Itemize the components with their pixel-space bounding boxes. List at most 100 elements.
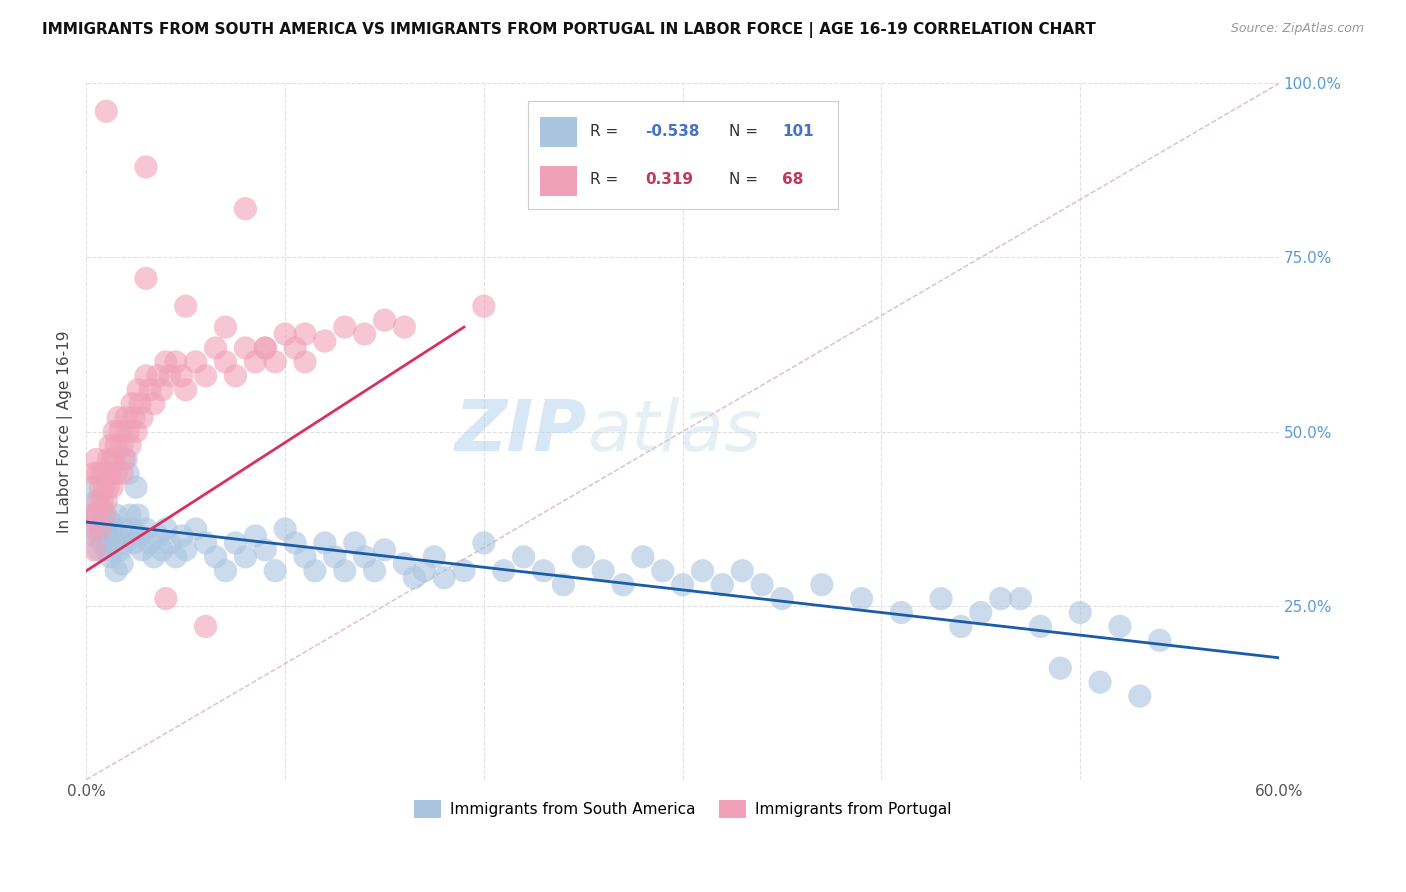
Point <box>274 522 297 536</box>
Point <box>91 501 114 516</box>
Point <box>512 549 534 564</box>
Point <box>343 536 366 550</box>
Point <box>204 549 226 564</box>
Point <box>103 425 125 439</box>
Point <box>949 619 972 633</box>
Point <box>105 467 128 481</box>
Point <box>194 536 217 550</box>
Point <box>107 410 129 425</box>
Point <box>533 564 555 578</box>
Point <box>91 536 114 550</box>
Point <box>235 202 257 216</box>
Point <box>170 368 193 383</box>
Y-axis label: In Labor Force | Age 16-19: In Labor Force | Age 16-19 <box>58 330 73 533</box>
Point <box>103 536 125 550</box>
Point <box>224 368 246 383</box>
Point <box>131 542 153 557</box>
Point <box>120 438 142 452</box>
Point <box>294 355 316 369</box>
Point <box>96 467 118 481</box>
Point <box>204 341 226 355</box>
Point <box>612 577 634 591</box>
Point <box>125 425 148 439</box>
Point <box>353 549 375 564</box>
Point <box>254 341 277 355</box>
Point <box>150 383 173 397</box>
Point <box>1129 689 1152 703</box>
Point <box>111 467 134 481</box>
Point <box>404 571 426 585</box>
Point <box>117 425 139 439</box>
Point <box>146 529 169 543</box>
Point <box>111 557 134 571</box>
Point <box>245 529 267 543</box>
Point <box>121 522 143 536</box>
Point <box>472 299 495 313</box>
Point <box>93 480 115 494</box>
Point <box>135 368 157 383</box>
Point <box>184 355 207 369</box>
Point <box>83 467 105 481</box>
Point <box>96 508 118 522</box>
Point <box>810 577 832 591</box>
Point <box>1088 675 1111 690</box>
Point <box>89 515 111 529</box>
Text: ZIP: ZIP <box>456 397 588 466</box>
Point <box>139 383 162 397</box>
Point <box>108 542 131 557</box>
Point <box>672 577 695 591</box>
Point <box>304 564 326 578</box>
Point <box>135 160 157 174</box>
Point <box>254 341 277 355</box>
Point <box>112 452 135 467</box>
Point <box>155 591 177 606</box>
Point <box>264 564 287 578</box>
Point <box>890 606 912 620</box>
Point <box>394 557 416 571</box>
Point <box>86 452 108 467</box>
Point <box>107 529 129 543</box>
Point <box>97 480 120 494</box>
Point <box>86 508 108 522</box>
Point <box>79 508 101 522</box>
Point <box>91 494 114 508</box>
Point <box>101 452 124 467</box>
Point <box>89 480 111 494</box>
Point <box>492 564 515 578</box>
Point <box>1049 661 1071 675</box>
Point <box>103 452 125 467</box>
Point <box>284 341 307 355</box>
Point <box>122 536 145 550</box>
Point <box>96 542 118 557</box>
Point <box>294 327 316 342</box>
Point <box>89 522 111 536</box>
Point <box>165 355 187 369</box>
Point <box>264 355 287 369</box>
Point <box>87 508 110 522</box>
Point <box>174 542 197 557</box>
Point <box>363 564 385 578</box>
Point <box>572 549 595 564</box>
Point <box>96 104 118 119</box>
Point <box>121 397 143 411</box>
Point <box>433 571 456 585</box>
Point <box>184 522 207 536</box>
Point <box>127 508 149 522</box>
Point <box>98 515 121 529</box>
Point <box>235 341 257 355</box>
Point <box>101 480 124 494</box>
Point <box>194 368 217 383</box>
Point <box>592 564 614 578</box>
Point <box>194 619 217 633</box>
Point <box>1010 591 1032 606</box>
Point <box>111 438 134 452</box>
Point <box>323 549 346 564</box>
Point <box>93 522 115 536</box>
Point <box>245 355 267 369</box>
Point <box>294 549 316 564</box>
Point <box>651 564 673 578</box>
Point <box>111 522 134 536</box>
Point <box>159 368 181 383</box>
Point <box>990 591 1012 606</box>
Point <box>97 529 120 543</box>
